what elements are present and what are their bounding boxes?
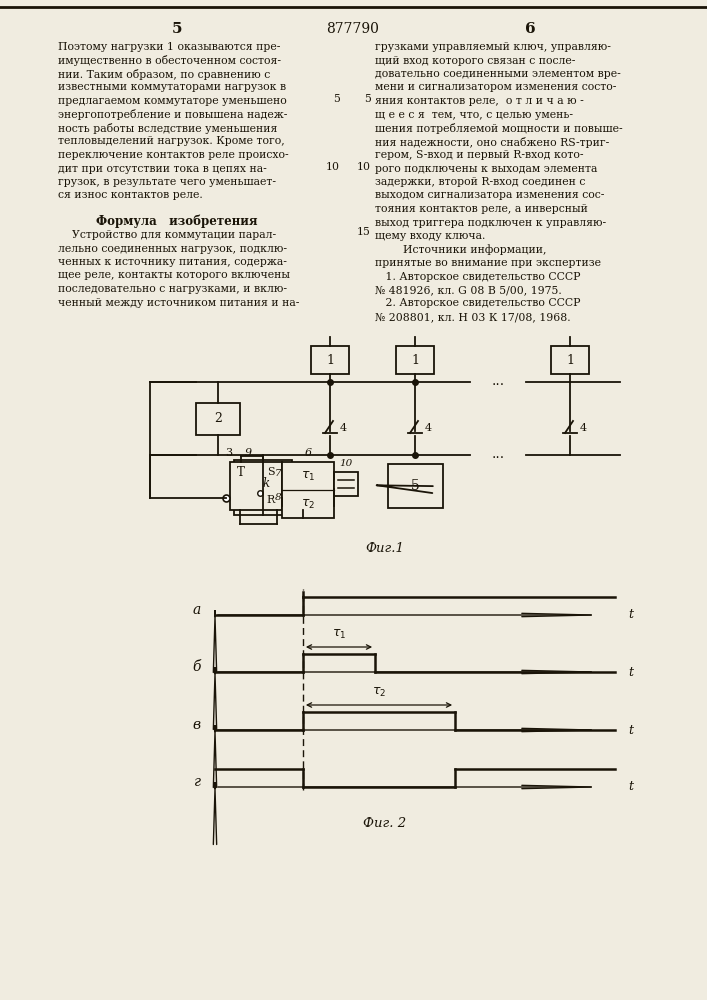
- Text: 10: 10: [357, 161, 371, 172]
- Text: t: t: [628, 666, 633, 678]
- Text: ния надежности, оно снабжено RS-триг-: ния надежности, оно снабжено RS-триг-: [375, 136, 609, 147]
- Bar: [196, 402, 240, 434]
- Text: принятые во внимание при экспертизе: принятые во внимание при экспертизе: [375, 258, 601, 268]
- Text: энергопотребление и повышена надеж-: энергопотребление и повышена надеж-: [58, 109, 287, 120]
- Text: тепловыделений нагрузок. Кроме того,: тепловыделений нагрузок. Кроме того,: [58, 136, 285, 146]
- Text: мени и сигнализатором изменения состо-: мени и сигнализатором изменения состо-: [375, 83, 617, 93]
- Text: 6: 6: [305, 448, 312, 458]
- Text: № 481926, кл. G 08 В 5/00, 1975.: № 481926, кл. G 08 В 5/00, 1975.: [375, 285, 562, 295]
- Bar: [311, 346, 349, 374]
- Text: Устройство для коммутации парал-: Устройство для коммутации парал-: [58, 230, 276, 240]
- Text: Фиг.1: Фиг.1: [366, 542, 404, 555]
- Text: известными коммутаторами нагрузок в: известными коммутаторами нагрузок в: [58, 83, 286, 93]
- Text: 10: 10: [339, 459, 353, 468]
- Text: 15: 15: [357, 227, 371, 237]
- Text: щ е е с я  тем, что, с целью умень-: щ е е с я тем, что, с целью умень-: [375, 109, 573, 119]
- Bar: [282, 462, 334, 518]
- Text: щий вход которого связан с после-: щий вход которого связан с после-: [375, 55, 575, 66]
- Text: t: t: [628, 780, 633, 794]
- Text: 1: 1: [411, 354, 419, 366]
- Text: Фиг. 2: Фиг. 2: [363, 817, 407, 830]
- Text: 7: 7: [274, 470, 281, 479]
- Text: шения потребляемой мощности и повыше-: шения потребляемой мощности и повыше-: [375, 123, 623, 134]
- Text: предлагаемом коммутаторе уменьшено: предлагаемом коммутаторе уменьшено: [58, 96, 287, 106]
- Text: тояния контактов реле, а инверсный: тояния контактов реле, а инверсный: [375, 204, 588, 214]
- Bar: [388, 464, 443, 508]
- Text: 2. Авторское свидетельство СССР: 2. Авторское свидетельство СССР: [375, 298, 580, 308]
- Text: гером, S-вход и первый R-вход кото-: гером, S-вход и первый R-вход кото-: [375, 150, 583, 160]
- Text: $\tau_1$: $\tau_1$: [301, 469, 315, 483]
- Bar: [234, 460, 292, 515]
- Text: задержки, второй R-вход соединен с: задержки, второй R-вход соединен с: [375, 177, 585, 187]
- Text: довательно соединенными элементом вре-: довательно соединенными элементом вре-: [375, 69, 621, 79]
- Text: k: k: [262, 477, 269, 490]
- Text: $\tau_2$: $\tau_2$: [301, 497, 315, 511]
- Text: 3: 3: [225, 448, 232, 458]
- Text: Формула   изобретения: Формула изобретения: [96, 214, 258, 228]
- Text: 4: 4: [340, 423, 347, 433]
- Text: последовательно с нагрузками, и вклю-: последовательно с нагрузками, и вклю-: [58, 284, 287, 294]
- Text: 4: 4: [580, 423, 587, 433]
- Text: 5: 5: [411, 479, 420, 493]
- Text: 4: 4: [425, 423, 432, 433]
- Bar: [551, 346, 589, 374]
- Text: дит при отсутствии тока в цепях на-: дит при отсутствии тока в цепях на-: [58, 163, 267, 174]
- Text: $\tau_2$: $\tau_2$: [372, 686, 386, 699]
- Text: 10: 10: [326, 161, 340, 172]
- Text: лельно соединенных нагрузок, подклю-: лельно соединенных нагрузок, подклю-: [58, 243, 287, 253]
- Text: грузками управляемый ключ, управляю-: грузками управляемый ключ, управляю-: [375, 42, 611, 52]
- Text: 5: 5: [364, 94, 371, 104]
- Text: t: t: [628, 724, 633, 736]
- Text: 877790: 877790: [327, 22, 380, 36]
- Text: ся износ контактов реле.: ся износ контактов реле.: [58, 190, 203, 200]
- Bar: [230, 462, 282, 510]
- Text: 5: 5: [172, 22, 182, 36]
- Text: ...: ...: [491, 447, 505, 461]
- Bar: [247, 474, 279, 502]
- Text: в: в: [193, 718, 201, 732]
- Text: t: t: [628, 608, 633, 621]
- Text: R: R: [267, 495, 275, 505]
- Bar: [396, 346, 434, 374]
- Text: ...: ...: [491, 374, 505, 388]
- Text: выходом сигнализатора изменения сос-: выходом сигнализатора изменения сос-: [375, 190, 604, 200]
- Text: 2: 2: [214, 412, 222, 425]
- Bar: [334, 472, 358, 496]
- Text: ченный между источником питания и на-: ченный между источником питания и на-: [58, 298, 299, 308]
- Text: грузок, в результате чего уменьшает-: грузок, в результате чего уменьшает-: [58, 177, 276, 187]
- Text: $\tau_1$: $\tau_1$: [332, 628, 346, 641]
- Text: а: а: [193, 603, 201, 617]
- Text: S: S: [267, 467, 275, 477]
- Text: 9: 9: [245, 448, 252, 458]
- Text: 1: 1: [566, 354, 574, 366]
- Text: 8: 8: [274, 493, 281, 502]
- Text: переключение контактов реле происхо-: переключение контактов реле происхо-: [58, 150, 288, 160]
- Text: б: б: [192, 660, 201, 674]
- Text: 1. Авторское свидетельство СССР: 1. Авторское свидетельство СССР: [375, 271, 580, 282]
- Text: нии. Таким образом, по сравнению с: нии. Таким образом, по сравнению с: [58, 69, 270, 80]
- Text: Источники информации,: Источники информации,: [375, 244, 547, 255]
- Text: T: T: [237, 466, 245, 479]
- Text: выход триггера подключен к управляю-: выход триггера подключен к управляю-: [375, 218, 606, 228]
- Text: 5: 5: [333, 94, 340, 104]
- Text: 1: 1: [326, 354, 334, 366]
- Text: 6: 6: [525, 22, 535, 36]
- Text: г: г: [194, 775, 201, 789]
- Text: рого подключены к выходам элемента: рого подключены к выходам элемента: [375, 163, 597, 174]
- Text: яния контактов реле,  о т л и ч а ю -: яния контактов реле, о т л и ч а ю -: [375, 96, 584, 106]
- Text: ность работы вследствие уменьшения: ность работы вследствие уменьшения: [58, 123, 277, 134]
- Text: ченных к источнику питания, содержа-: ченных к источнику питания, содержа-: [58, 257, 287, 267]
- Text: щему входу ключа.: щему входу ключа.: [375, 231, 486, 241]
- Text: № 208801, кл. Н 03 К 17/08, 1968.: № 208801, кл. Н 03 К 17/08, 1968.: [375, 312, 571, 322]
- Text: щее реле, контакты которого включены: щее реле, контакты которого включены: [58, 270, 290, 280]
- Text: имущественно в обесточенном состоя-: имущественно в обесточенном состоя-: [58, 55, 281, 66]
- Text: Поэтому нагрузки 1 оказываются пре-: Поэтому нагрузки 1 оказываются пре-: [58, 42, 281, 52]
